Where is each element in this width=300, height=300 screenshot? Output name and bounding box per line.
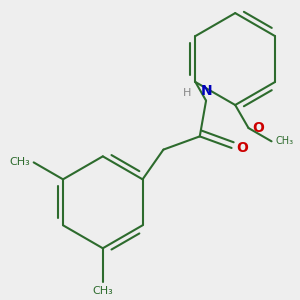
Text: O: O bbox=[236, 141, 248, 155]
Text: CH₃: CH₃ bbox=[92, 286, 113, 296]
Text: CH₃: CH₃ bbox=[275, 136, 293, 146]
Text: H: H bbox=[183, 88, 192, 98]
Text: O: O bbox=[252, 121, 264, 135]
Text: N: N bbox=[200, 84, 212, 98]
Text: CH₃: CH₃ bbox=[9, 158, 30, 167]
